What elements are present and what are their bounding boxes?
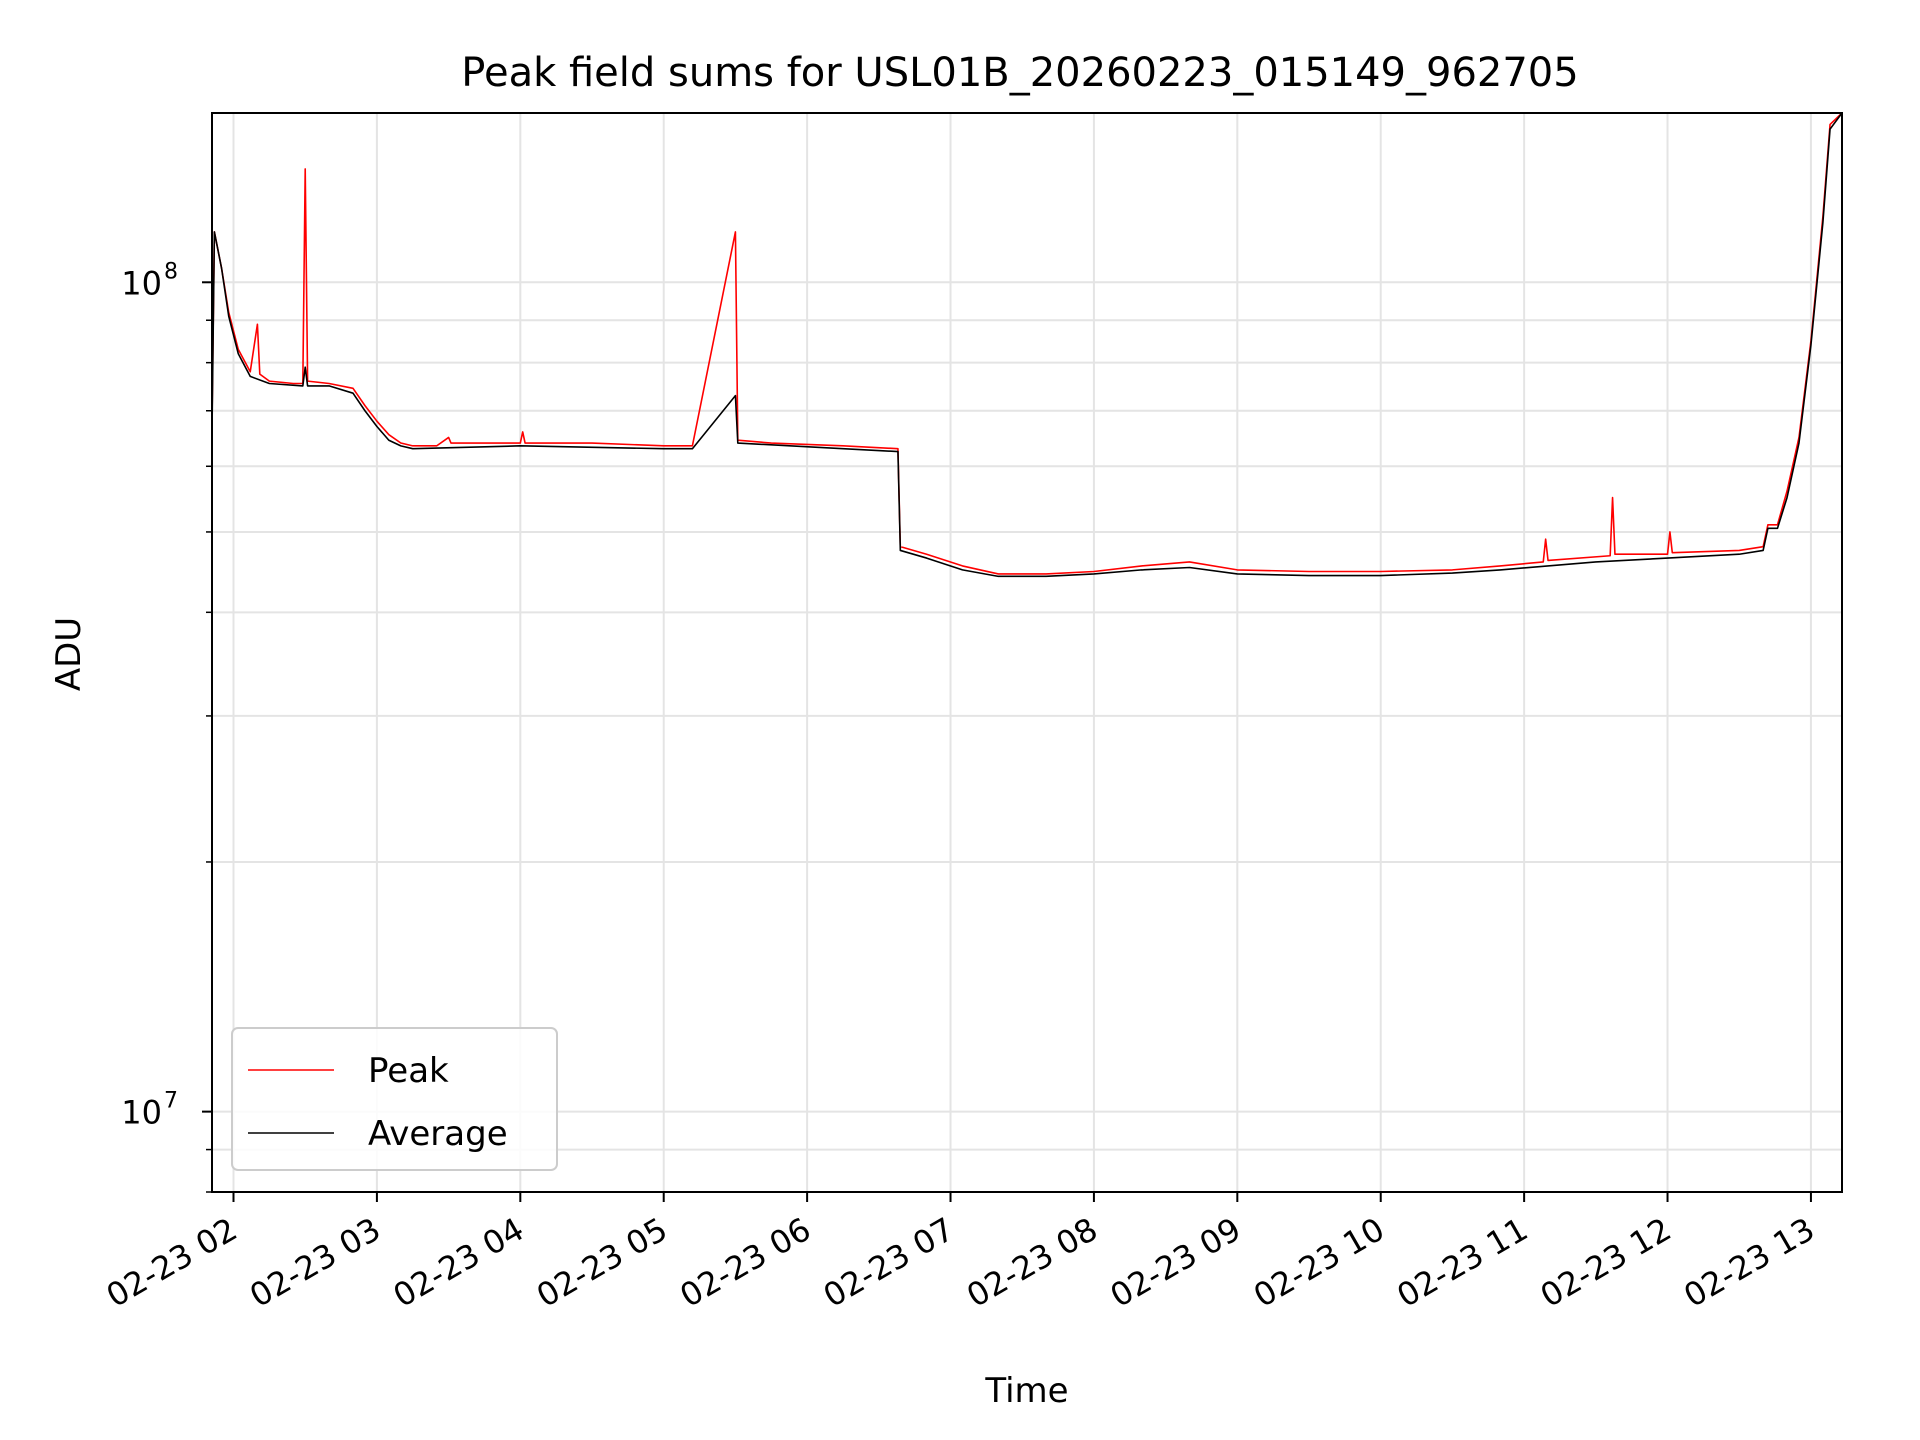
series-layer [211,112,1843,578]
y-tick-exponent: 8 [164,259,178,284]
legend-label-peak: Peak [368,1051,449,1091]
y-tick-label: 10 [121,264,162,302]
chart-title: Peak field sums for USL01B_20260223_0151… [461,50,1578,96]
y-tick-label: 10 [121,1094,162,1132]
legend-label-average: Average [368,1114,508,1154]
series-line-average [211,112,1843,578]
x-axis-label: Time [984,1371,1068,1411]
legend-box [231,1027,558,1171]
legend: Peak Average [231,1027,558,1171]
series-line-peak [211,112,1843,575]
y-axis-label: ADU [49,617,89,691]
plot-frame [211,112,1843,1193]
y-tick-exponent: 7 [164,1089,178,1114]
